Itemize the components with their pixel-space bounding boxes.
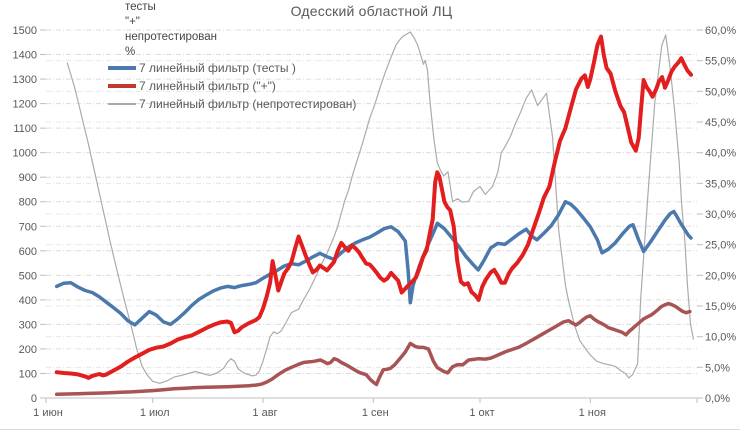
- series-name-tests: тесты: [125, 1, 156, 13]
- left-axis-tick-label: 200: [19, 344, 37, 356]
- series-name-untested: непротестирован: [125, 31, 218, 43]
- series-line-2: [54, 34, 693, 380]
- right-axis-tick-label: 5,0%: [705, 362, 730, 374]
- left-axis-tick-label: 1300: [13, 74, 37, 86]
- gridlines: [46, 29, 697, 399]
- left-axis-tick-label: 1200: [13, 99, 37, 111]
- left-axis-tick-label: 900: [19, 172, 37, 184]
- x-axis-tick-label: 1 сен: [362, 407, 389, 419]
- right-axis-tick-label: 45,0%: [705, 117, 736, 129]
- x-axis-tick-label: 1 авг: [252, 407, 277, 419]
- legend-item: 7 линейный фильтр (тесты ): [108, 59, 356, 77]
- legend-label: 7 линейный фильтр ("+"): [139, 79, 276, 93]
- left-axis-tick-label: 500: [19, 270, 37, 282]
- legend: 7 линейный фильтр (тесты ) 7 линейный фил…: [108, 59, 356, 113]
- right-axis-tick-label: 0,0%: [705, 393, 730, 405]
- left-axis-tick-label: 700: [19, 221, 37, 233]
- left-axis-tick-label: 1000: [13, 148, 37, 160]
- left-axis-tick-label: 300: [19, 319, 37, 331]
- x-axis-tick-label: 1 ноя: [579, 407, 606, 419]
- x-axis-tick-label: 1 окт: [469, 407, 494, 419]
- legend-label: 7 линейный фильтр (тесты ): [139, 61, 296, 75]
- left-axis-tick-label: 400: [19, 295, 37, 307]
- left-axis-tick-label: 1500: [13, 25, 37, 37]
- series-line-1: [54, 199, 693, 327]
- right-axis-tick-label: 20,0%: [705, 270, 736, 282]
- chart-title: Одесский областной ЛЦ: [290, 3, 453, 19]
- left-axis-tick-label: 600: [19, 246, 37, 258]
- series-name-percent: %: [125, 46, 136, 58]
- right-axis-tick-label: 60,0%: [705, 25, 736, 37]
- series-line-3: [66, 31, 695, 384]
- right-axis-tick-label: 10,0%: [705, 332, 736, 344]
- right-axis-tick-label: 40,0%: [705, 148, 736, 160]
- left-axis-tick-label: 800: [19, 197, 37, 209]
- right-axis-tick-label: 55,0%: [705, 56, 736, 68]
- right-axis-tick-label: 50,0%: [705, 86, 736, 98]
- right-axis-tick-label: 25,0%: [705, 240, 736, 252]
- series-name-block: тесты "+" непротестирован %: [125, 0, 217, 60]
- series-line-4: [54, 301, 692, 397]
- legend-label: 7 линейный фильтр (непротестирован): [139, 97, 357, 111]
- legend-swatch-line: [108, 66, 136, 70]
- series-name-plus: "+": [125, 16, 140, 28]
- x-axis-tick-label: 1 июн: [33, 407, 63, 419]
- legend-swatch-line: [108, 84, 136, 88]
- axis-labels: 60,0% 55,0% 50,0% 45,0% 40,0% 35,0% 30,0% 25,0%…: [13, 25, 737, 419]
- axes: [40, 29, 703, 403]
- right-axis-tick-label: 35,0%: [705, 178, 736, 190]
- left-axis-tick-label: 1100: [13, 123, 37, 135]
- right-axis-tick-label: 30,0%: [705, 209, 736, 221]
- left-axis-tick-label: 1400: [13, 50, 37, 62]
- left-axis-tick-label: 0: [31, 393, 37, 405]
- legend-item: 7 линейный фильтр (непротестирован): [108, 95, 356, 113]
- x-axis-tick-label: 1 июл: [140, 407, 170, 419]
- series-lines: [54, 31, 695, 397]
- legend-item: 7 линейный фильтр ("+"): [108, 77, 356, 95]
- legend-swatch-line: [108, 103, 136, 105]
- right-axis-tick-label: 15,0%: [705, 301, 736, 313]
- left-axis-tick-label: 100: [19, 368, 37, 380]
